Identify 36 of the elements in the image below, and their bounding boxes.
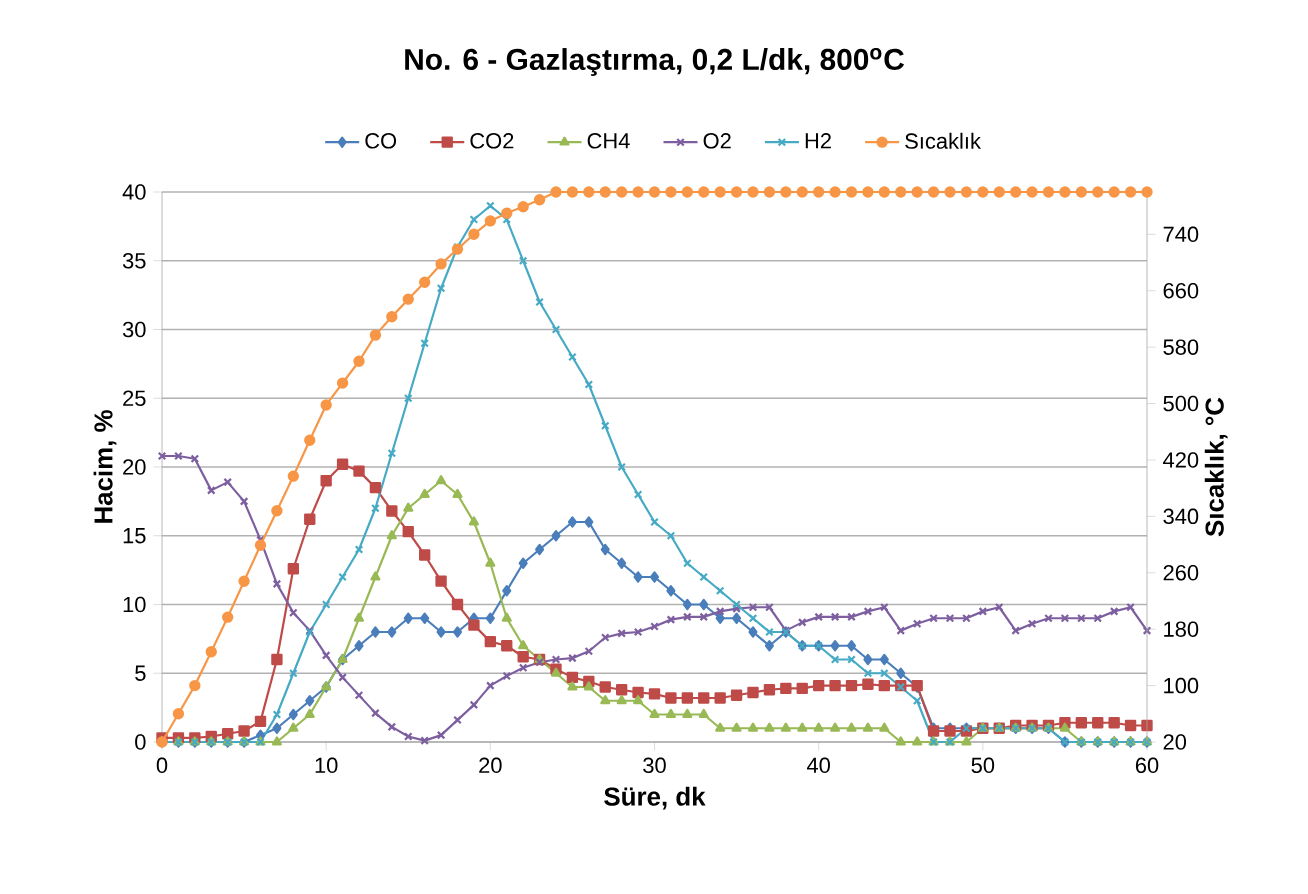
legend-label: O2 [703, 133, 731, 149]
y-tick-label: 0 [135, 734, 146, 750]
x-tick-label: 10 [315, 757, 338, 774]
x-axis-title: Süre, dk [604, 786, 706, 810]
y-tick-label: 25 [123, 390, 146, 407]
y2-tick-label: 580 [1163, 339, 1199, 355]
y2-tick-label: 260 [1163, 565, 1199, 581]
y-tick-label: 30 [122, 321, 146, 338]
y-tick-label: 20 [123, 459, 146, 475]
y-tick-label: 5 [135, 665, 146, 681]
x-tick-label: 30 [643, 757, 666, 774]
y-tick-label: 10 [123, 596, 146, 613]
x-tick-label: 60 [1135, 757, 1159, 774]
legend-label: CO [365, 133, 397, 149]
y-tick-label: 15 [123, 528, 146, 544]
y-tick-label: 35 [122, 253, 146, 269]
y-tick-label: 40 [122, 184, 146, 200]
y2-tick-label: 420 [1163, 452, 1199, 468]
legend-label: Sıcaklık [905, 132, 981, 149]
y2-tick-label: 180 [1164, 621, 1199, 637]
y2-axis-title: Sıcaklık, °C [1204, 397, 1228, 537]
y2-tick-label: 20 [1163, 734, 1187, 750]
y2-tick-label: 100 [1164, 677, 1199, 694]
y2-tick-label: 660 [1163, 282, 1199, 299]
legend-label: CH4 [587, 133, 630, 149]
x-tick-label: 40 [806, 757, 830, 774]
x-tick-label: 20 [479, 757, 502, 774]
y2-tick-label: 340 [1163, 508, 1199, 525]
legend-label: H2 [805, 133, 831, 149]
legend-label: CO2 [470, 133, 514, 149]
x-tick-label: 0 [156, 757, 168, 774]
x-tick-label: 50 [971, 757, 995, 774]
y-axis-title: Hacim, % [93, 410, 117, 523]
chart-title: No. 6 - Gazlaştırma, 0,2 L/dk, 800$^{o}$C [405, 48, 904, 76]
y2-tick-label: 500 [1163, 395, 1199, 412]
y2-tick-label: 740 [1163, 226, 1199, 243]
